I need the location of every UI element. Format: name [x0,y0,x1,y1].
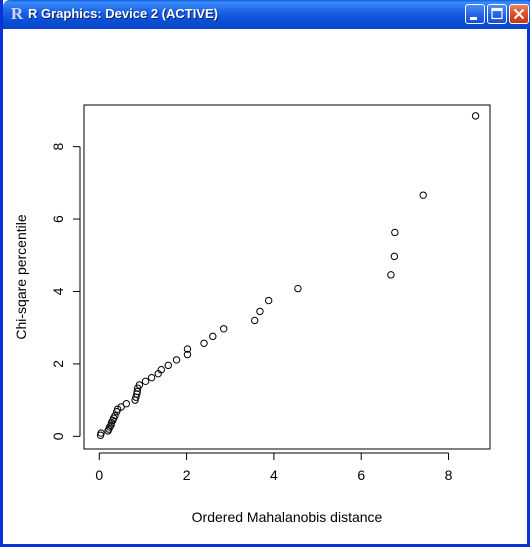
data-point [391,228,399,237]
x-tick-label: 6 [357,467,365,483]
data-point [157,365,165,374]
data-point [135,381,144,389]
scatter-chart: 0 2 4 6 8 0 2 4 6 8 Ordered Mahalanobis distance… [13,104,491,525]
data-point [164,361,172,370]
data-points [96,112,480,439]
data-point [106,423,114,431]
minimize-button[interactable] [465,4,485,24]
data-point [117,403,125,411]
data-point [390,252,399,261]
data-point [256,307,264,316]
x-axis-label: Ordered Mahalanobis distance [192,509,383,525]
minimize-icon [470,17,477,20]
data-point [183,350,192,359]
plot-area: 0 2 4 6 8 0 2 4 6 8 Ordered Mahalanobis distance… [6,29,530,544]
title-bar[interactable]: R R Graphics: Device 2 (ACTIVE) [3,0,530,29]
data-point [111,411,119,420]
data-point [209,332,217,341]
data-point [133,390,141,398]
plot-frame [83,104,491,450]
y-tick-label: 6 [50,215,66,223]
data-point [200,339,208,347]
x-tick-label: 8 [445,467,453,483]
data-point [97,429,105,437]
data-point [141,377,150,385]
data-point [471,112,480,120]
window-title: R Graphics: Device 2 (ACTIVE) [28,6,218,21]
data-point [387,271,395,279]
maximize-icon [491,7,503,20]
y-tick-label: 0 [50,432,66,440]
x-axis: 0 2 4 6 8 [95,452,453,483]
data-point [107,421,115,429]
data-point [183,345,192,353]
maximize-button[interactable] [487,4,507,24]
y-tick-label: 2 [50,360,66,368]
data-point [133,387,141,396]
x-tick-label: 0 [95,467,103,483]
data-point [122,400,131,408]
data-point [147,373,156,382]
data-point [172,356,181,364]
data-point [294,284,302,293]
y-axis: 0 2 4 6 8 [50,143,81,440]
data-point [250,316,259,325]
data-point [264,296,273,305]
x-tick-label: 4 [270,467,278,483]
y-axis-label: Chi-sqare percentile [13,214,29,339]
data-point [219,325,228,333]
close-button[interactable] [509,4,529,24]
close-icon [513,8,525,20]
x-tick-label: 2 [183,467,191,483]
data-point [419,191,427,199]
r-logo-icon: R [10,4,24,23]
y-tick-label: 4 [50,287,66,295]
y-tick-label: 8 [50,143,66,151]
